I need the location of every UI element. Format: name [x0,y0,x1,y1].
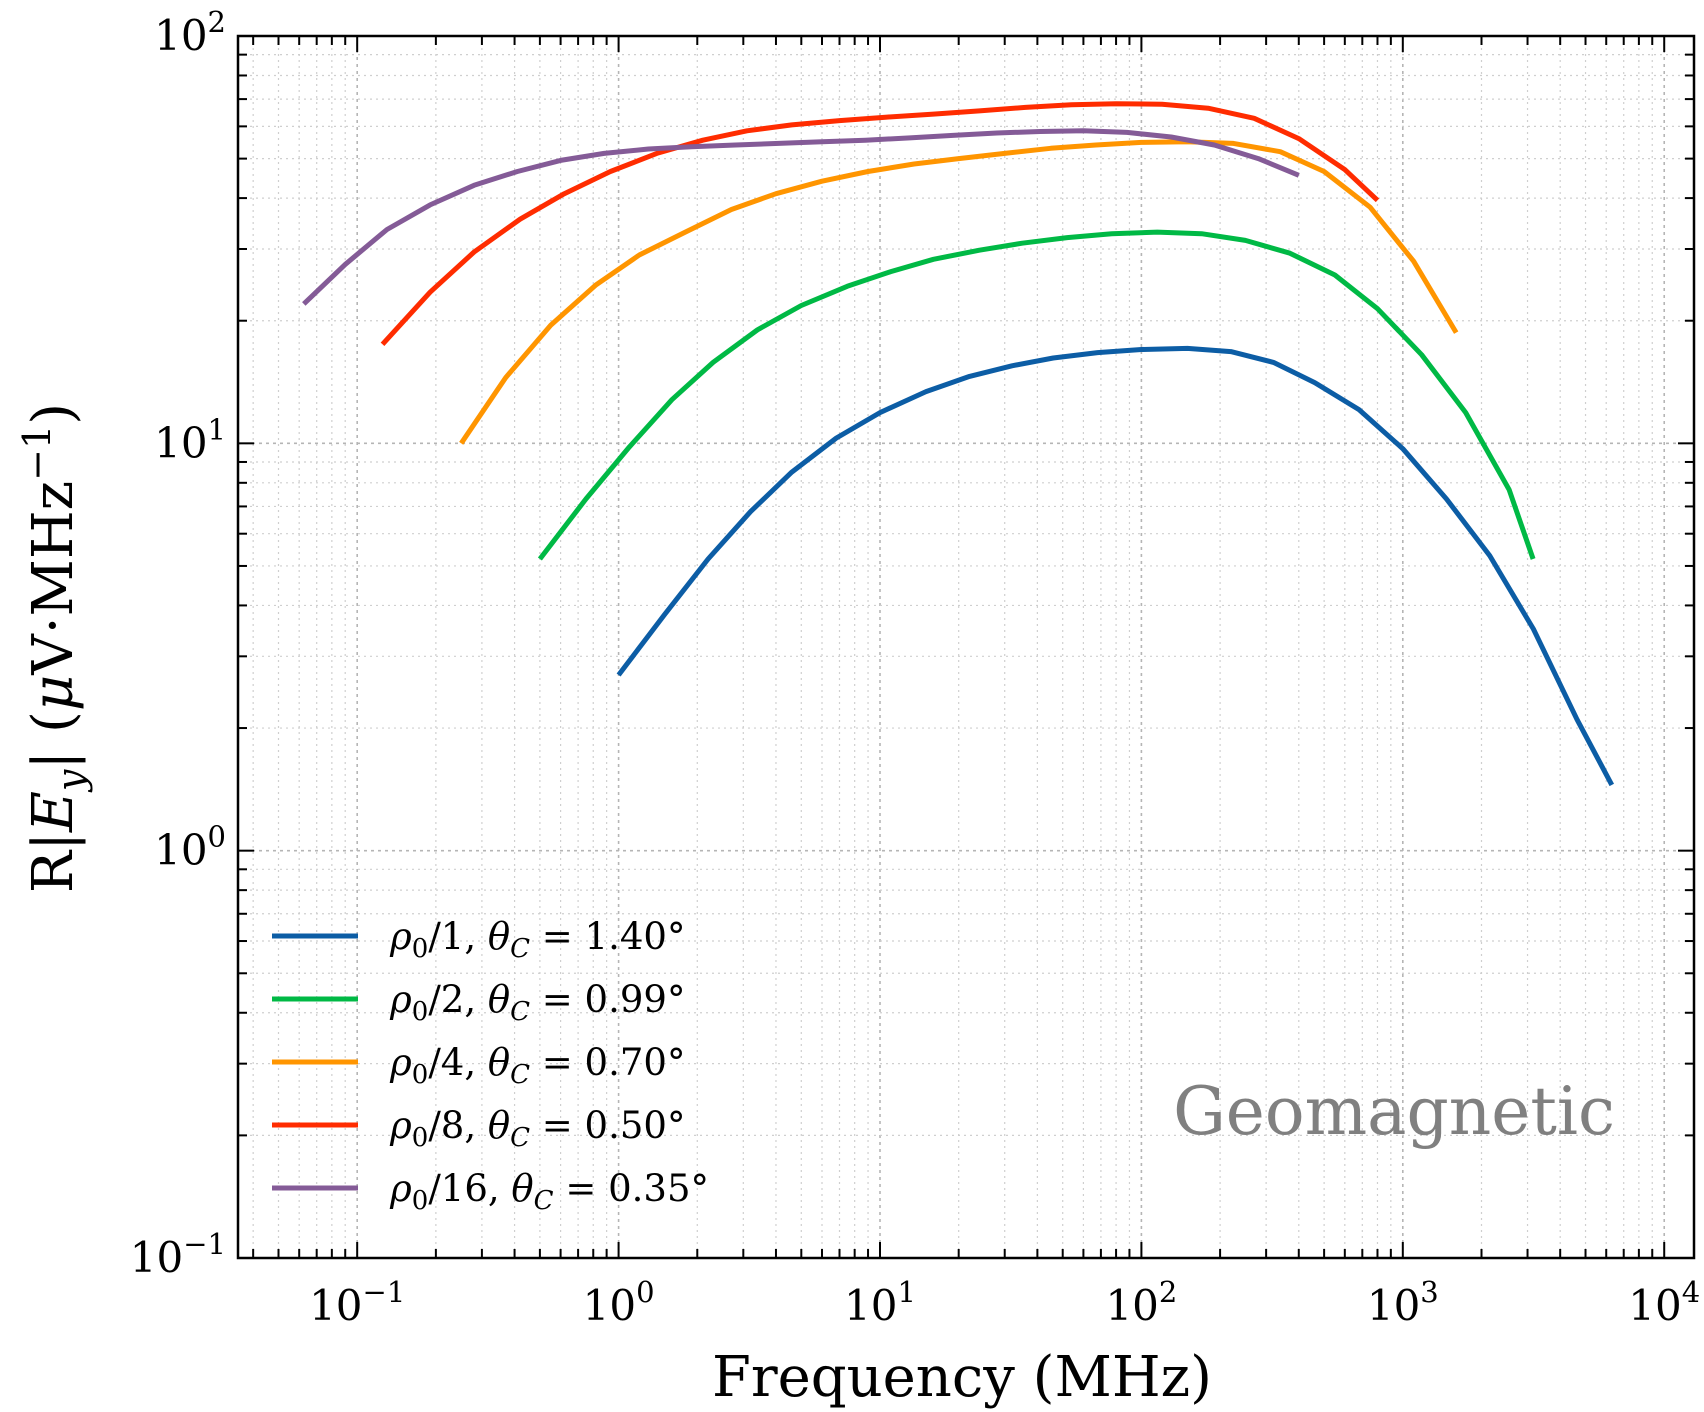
y-tick-label: 100 [154,820,226,875]
legend: ρ0/1, θC = 1.40° ρ0/2, θC = 0.99° ρ0/4, θC… [272,915,709,1216]
y-axis-title-unit: V·MHz [21,481,86,676]
x-tick-label: 100 [583,1275,655,1330]
x-axis-title: Frequency (MHz) [712,1345,1212,1410]
y-axis-title-exp: −1 [15,425,59,481]
grid [238,35,1694,1259]
annotation-geomagnetic: Geomagnetic [1173,1073,1615,1150]
x-tick-label: 103 [1367,1275,1439,1330]
x-tick-label: 10−1 [309,1275,405,1330]
tick-labels: 10−1 100 101 102 103 104 10−1 100 101 102 [130,5,1700,1330]
y-tick-label: 10−1 [130,1227,226,1282]
series-lines [302,101,1615,787]
y-axis-title: R|Ey| (μV·MHz−1) [15,403,93,893]
y-axis-title-sub: y [49,769,93,793]
legend-label-2: ρ0/2, θC = 0.99° [389,978,685,1027]
series-line-1 [616,345,1615,787]
y-axis-title-var: E [21,791,86,833]
series-line-4 [380,101,1380,346]
y-axis-title-mid: | ( [21,711,86,770]
legend-label-1: ρ0/1, θC = 1.40° [389,915,685,964]
x-tick-label: 102 [1105,1275,1177,1330]
plot-frame [236,34,1696,1260]
legend-label-5: ρ0/16, θC = 0.35° [389,1167,709,1216]
series-line-5 [302,128,1300,306]
series-line-3 [459,139,1459,445]
legend-label-4: ρ0/8, θC = 0.50° [389,1104,685,1153]
y-axis-title-mu: μ [21,675,86,711]
x-tick-label: 101 [844,1275,916,1330]
y-axis-title-lead: R| [21,832,86,893]
y-axis-title-close: ) [21,403,86,425]
x-tick-label: 104 [1628,1275,1700,1330]
series-line-2 [537,229,1536,561]
y-tick-label: 101 [154,412,226,467]
axis-ticks [238,35,1694,1259]
legend-label-3: ρ0/4, θC = 0.70° [389,1041,685,1090]
y-tick-label: 102 [154,5,226,60]
